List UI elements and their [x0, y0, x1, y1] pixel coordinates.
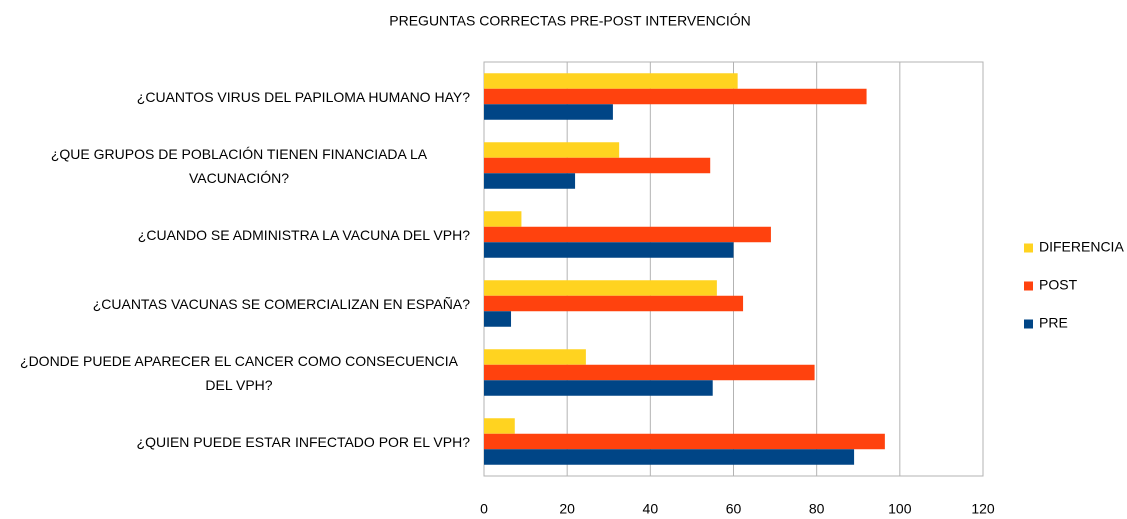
bar — [484, 142, 620, 158]
bar — [484, 157, 711, 174]
bar — [484, 211, 522, 227]
legend-label: POST — [1039, 277, 1078, 293]
legend-swatch — [1024, 281, 1033, 291]
bar — [484, 88, 867, 105]
bar — [484, 418, 515, 434]
bar — [484, 295, 744, 312]
bar — [484, 226, 771, 243]
legend-label: PRE — [1039, 315, 1068, 331]
category-text: ¿CUANTAS VACUNAS SE COMERCIALIZAN EN ESP… — [92, 295, 470, 312]
category-text: ¿DONDE PUEDE APARECER EL CANCER COMO CON… — [20, 352, 458, 393]
x-tick-label: 100 — [888, 501, 912, 517]
category-text: ¿CUANDO SE ADMINISTRA LA VACUNA DEL VPH? — [137, 226, 470, 243]
bar — [484, 242, 734, 258]
legend-swatch — [1024, 319, 1033, 329]
x-tick-label: 120 — [971, 501, 995, 517]
bar — [484, 364, 815, 381]
bar — [484, 173, 576, 189]
x-tick-label: 80 — [809, 501, 825, 517]
category-label: ¿CUANDO SE ADMINISTRA LA VACUNA DEL VPH? — [8, 200, 470, 269]
legend-swatch — [1024, 243, 1033, 253]
category-label: ¿CUANTOS VIRUS DEL PAPILOMA HUMANO HAY? — [8, 62, 470, 131]
legend-label: DIFERENCIA — [1039, 239, 1124, 255]
category-label: ¿DONDE PUEDE APARECER EL CANCER COMO CON… — [8, 338, 470, 407]
x-tick-label: 60 — [726, 501, 742, 517]
bar — [484, 73, 738, 89]
x-tick-label: 0 — [480, 501, 488, 517]
bar — [484, 433, 885, 450]
category-label: ¿CUANTAS VACUNAS SE COMERCIALIZAN EN ESP… — [8, 269, 470, 338]
plot-border — [483, 61, 984, 477]
x-tick-label: 20 — [559, 501, 575, 517]
bar — [484, 280, 717, 296]
bar — [484, 380, 713, 396]
bar — [484, 104, 613, 120]
bar — [484, 449, 855, 465]
category-text: ¿QUE GRUPOS DE POBLACIÓN TIENEN FINANCIA… — [50, 145, 428, 186]
bar — [484, 349, 586, 365]
category-label: ¿QUIEN PUEDE ESTAR INFECTADO POR EL VPH? — [8, 407, 470, 476]
chart-title: PREGUNTAS CORRECTAS PRE-POST INTERVENCIÓ… — [389, 13, 750, 29]
x-tick-label: 40 — [643, 501, 659, 517]
category-text: ¿CUANTOS VIRUS DEL PAPILOMA HUMANO HAY? — [136, 88, 470, 105]
category-text: ¿QUIEN PUEDE ESTAR INFECTADO POR EL VPH? — [136, 433, 470, 450]
category-label: ¿QUE GRUPOS DE POBLACIÓN TIENEN FINANCIA… — [8, 131, 470, 200]
bar — [484, 311, 512, 327]
